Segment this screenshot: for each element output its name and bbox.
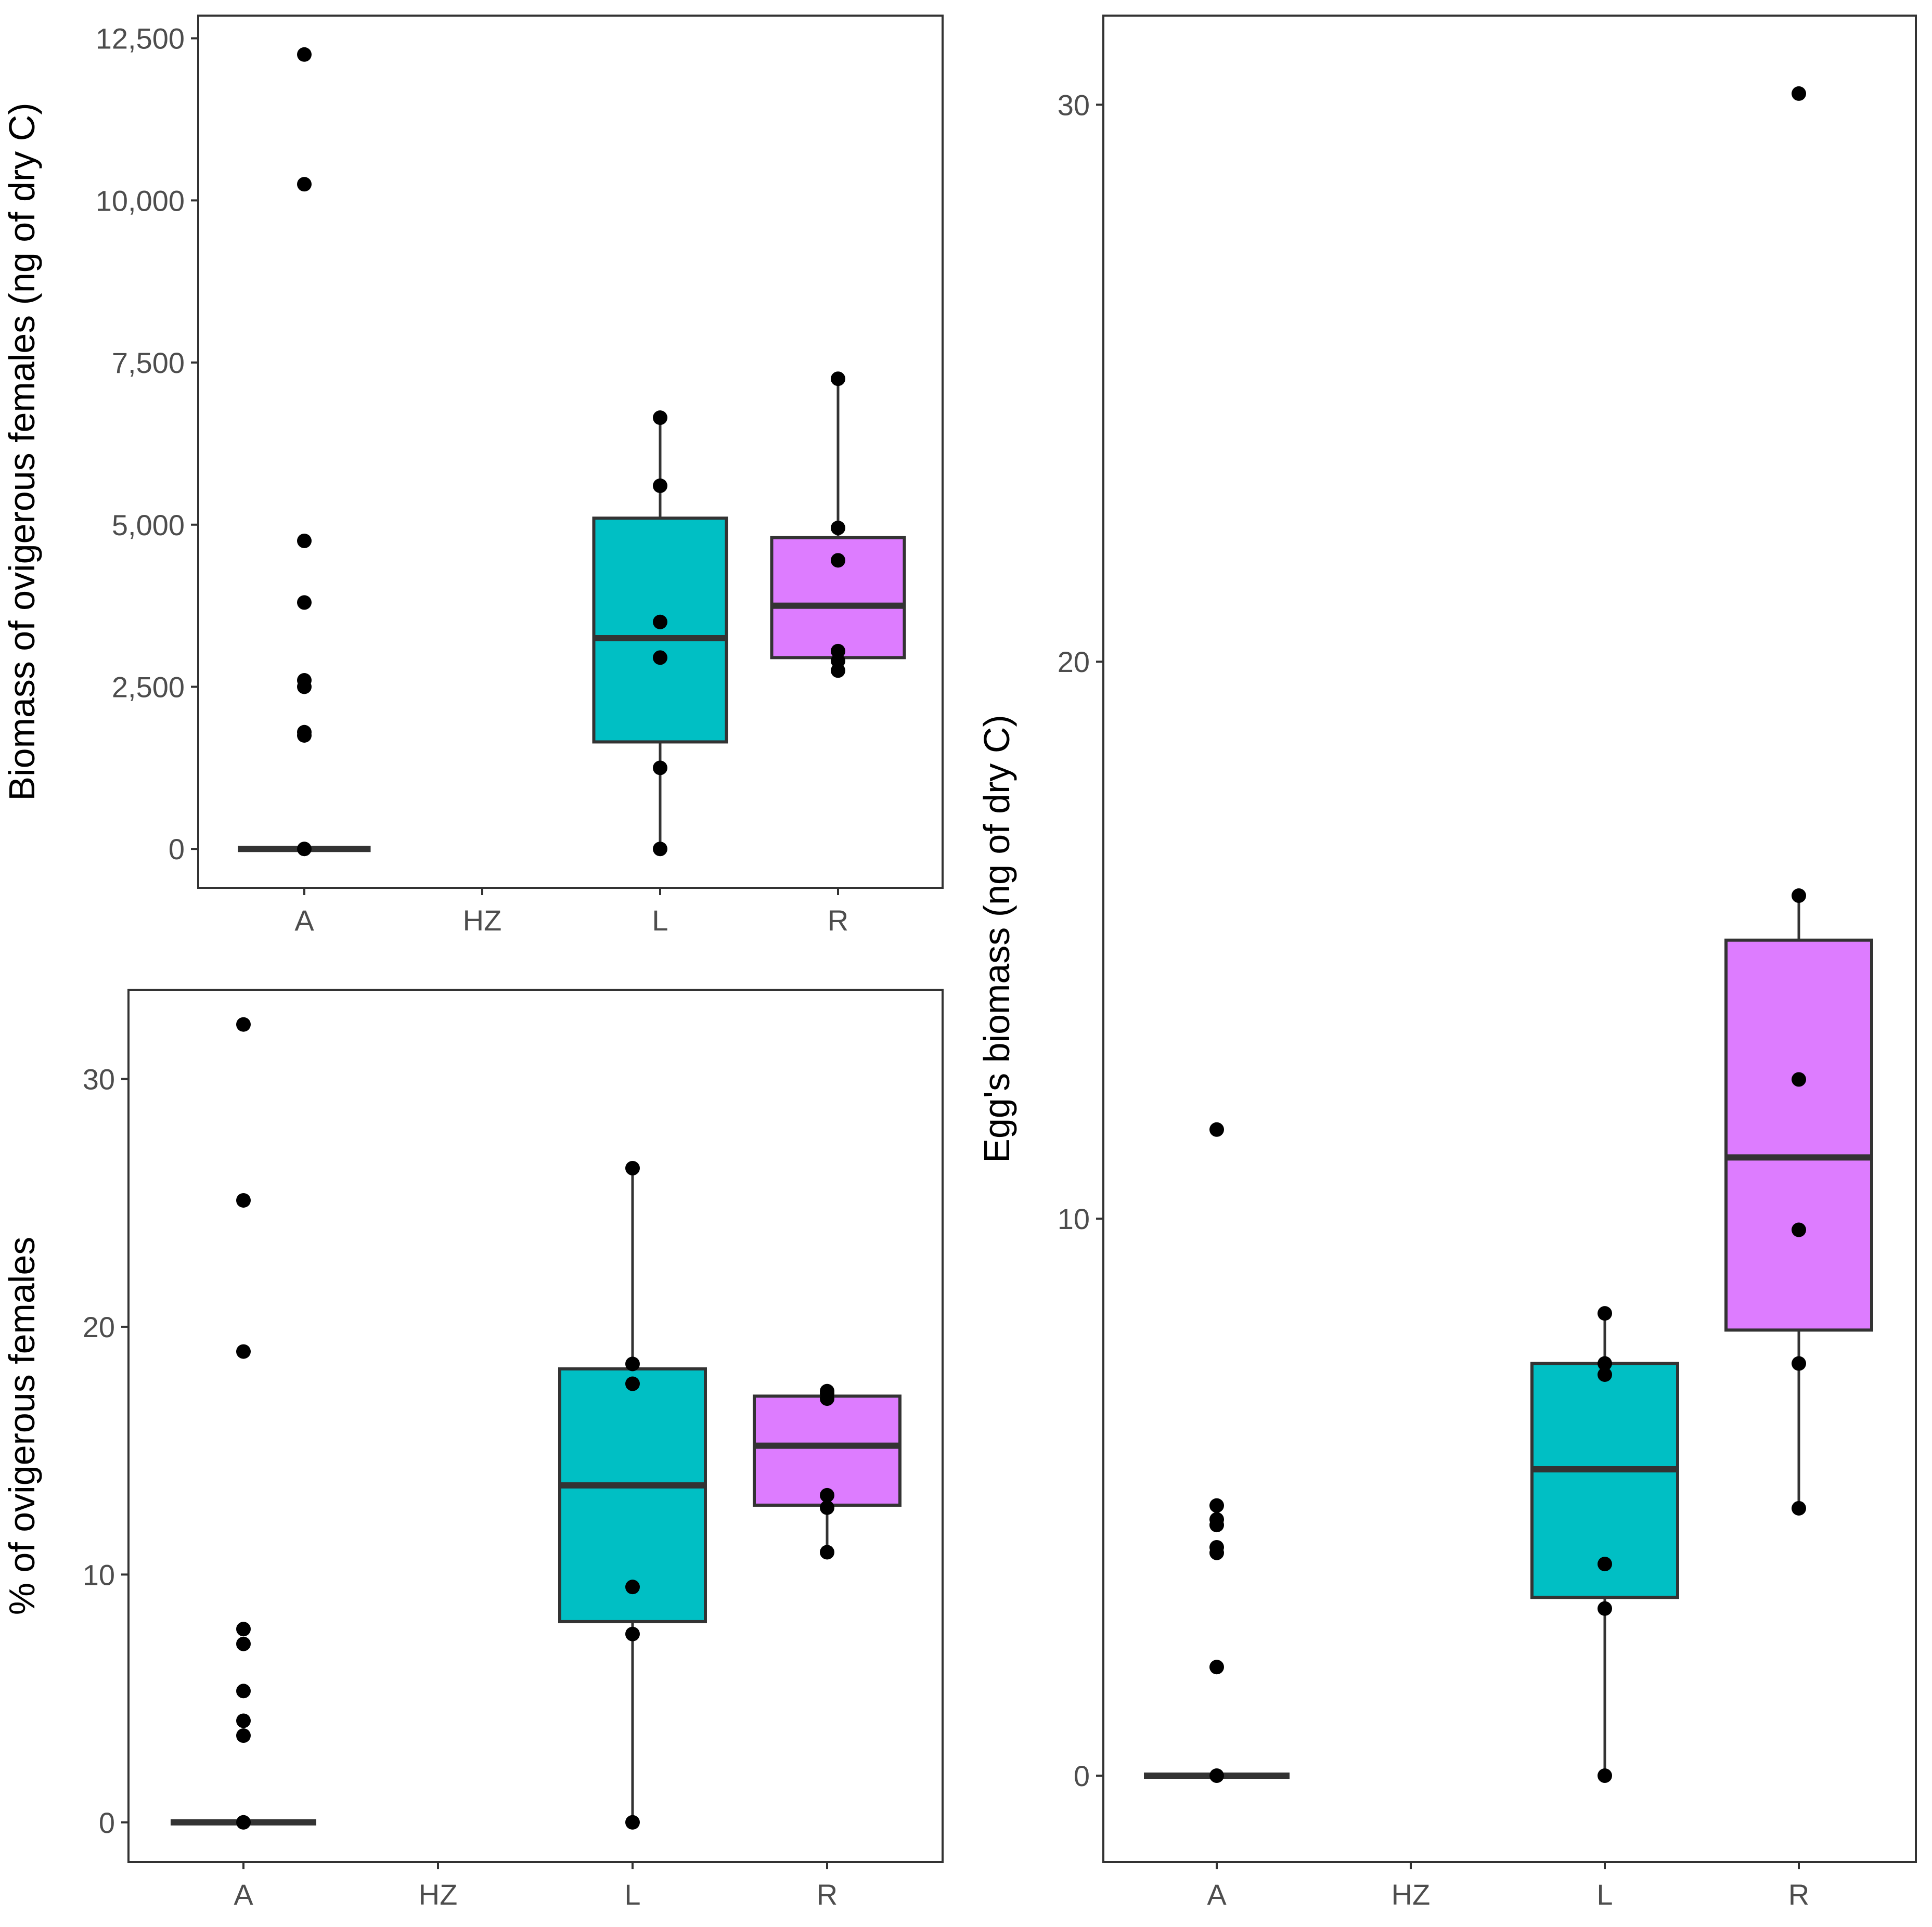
data-point — [297, 177, 312, 192]
data-point — [236, 1815, 251, 1830]
data-point — [1209, 1540, 1224, 1555]
data-point — [297, 725, 312, 740]
data-point — [653, 650, 667, 665]
y-tick-label: 7,500 — [112, 346, 185, 379]
y-axis-title: Biomass of ovigerous females (ng of dry … — [2, 102, 42, 800]
x-tick-label: HZ — [1392, 1878, 1431, 1911]
data-point — [236, 1684, 251, 1699]
data-point — [1792, 1356, 1806, 1371]
data-point — [1598, 1367, 1612, 1382]
data-point — [1792, 86, 1806, 101]
data-point — [653, 760, 667, 775]
data-point — [1792, 1501, 1806, 1516]
data-point — [831, 553, 845, 568]
y-tick-label: 2,500 — [112, 670, 185, 703]
data-point — [831, 643, 845, 658]
y-tick-label: 0 — [99, 1806, 115, 1839]
data-point — [236, 1636, 251, 1651]
x-tick-label: A — [1207, 1878, 1227, 1911]
y-tick-label: 5,000 — [112, 509, 185, 541]
data-point — [1209, 1660, 1224, 1675]
y-tick-label: 30 — [83, 1063, 115, 1096]
y-tick-label: 30 — [1058, 88, 1090, 121]
data-point — [297, 533, 312, 548]
x-tick-label: R — [828, 904, 848, 937]
data-point — [1209, 1122, 1224, 1137]
data-point — [297, 673, 312, 688]
data-point — [625, 1580, 640, 1595]
x-tick-label: L — [652, 904, 668, 937]
y-tick-label: 20 — [83, 1311, 115, 1343]
data-point — [236, 1193, 251, 1208]
data-point — [1792, 1072, 1806, 1087]
data-point — [831, 371, 845, 386]
panel-border — [197, 15, 944, 889]
data-point — [1792, 888, 1806, 903]
panel-percent: 0 10 20 30 A HZ L R % of ovigerous females — [2, 989, 944, 1911]
y-tick-label: 0 — [169, 833, 185, 865]
x-tick-label: L — [1596, 1878, 1613, 1911]
panel-border — [1102, 15, 1917, 1863]
panel-egg: 0 10 20 30 A HZ L R Egg's biomass (ng of dry C) — [976, 15, 1917, 1911]
y-tick-label: 20 — [1058, 645, 1090, 678]
y-axis-title: % of ovigerous females — [2, 1237, 42, 1615]
data-point — [820, 1500, 834, 1515]
data-point — [820, 1488, 834, 1503]
y-axis-title: Egg's biomass (ng of dry C) — [976, 715, 1017, 1162]
data-point — [297, 47, 312, 62]
box-L — [592, 516, 728, 744]
data-point — [297, 595, 312, 610]
data-point — [236, 1713, 251, 1728]
data-point — [1598, 1356, 1612, 1371]
data-point — [1209, 1512, 1224, 1527]
x-tick-label: HZ — [463, 904, 502, 937]
data-point — [236, 1017, 251, 1032]
x-tick-label: R — [1788, 1878, 1809, 1911]
data-point — [1598, 1557, 1612, 1572]
box-R — [1724, 938, 1873, 1332]
y-tick-label: 10,000 — [96, 184, 185, 217]
data-point — [1598, 1306, 1612, 1321]
panel-border — [127, 989, 944, 1863]
x-tick-label: A — [294, 904, 314, 937]
data-point — [625, 1161, 640, 1176]
box-L — [558, 1367, 707, 1623]
data-point — [625, 1815, 640, 1830]
x-tick-label: L — [624, 1878, 640, 1911]
data-point — [1792, 1222, 1806, 1237]
data-point — [625, 1356, 640, 1372]
data-point — [1598, 1601, 1612, 1616]
data-point — [653, 842, 667, 857]
data-point — [1209, 1768, 1224, 1783]
data-point — [653, 614, 667, 629]
x-tick-label: R — [817, 1878, 838, 1911]
data-point — [1598, 1768, 1612, 1783]
data-point — [297, 842, 312, 857]
data-point — [236, 1728, 251, 1743]
y-tick-label: 10 — [83, 1558, 115, 1591]
data-point — [625, 1626, 640, 1641]
panel-biomass: 0 2,500 5,000 7,500 10,000 12,500 A HZ L R Biomass… — [2, 15, 944, 937]
data-point — [236, 1622, 251, 1637]
data-point — [820, 1545, 834, 1560]
y-tick-label: 10 — [1058, 1202, 1090, 1235]
data-point — [831, 521, 845, 536]
data-point — [625, 1376, 640, 1391]
x-tick-label: HZ — [419, 1878, 458, 1911]
y-tick-label: 12,500 — [96, 22, 185, 55]
y-tick-label: 0 — [1074, 1760, 1090, 1792]
data-point — [820, 1383, 834, 1399]
data-point — [653, 410, 667, 425]
data-point — [236, 1344, 251, 1359]
x-tick-label: A — [234, 1878, 253, 1911]
data-point — [653, 478, 667, 493]
data-point — [1209, 1498, 1224, 1513]
